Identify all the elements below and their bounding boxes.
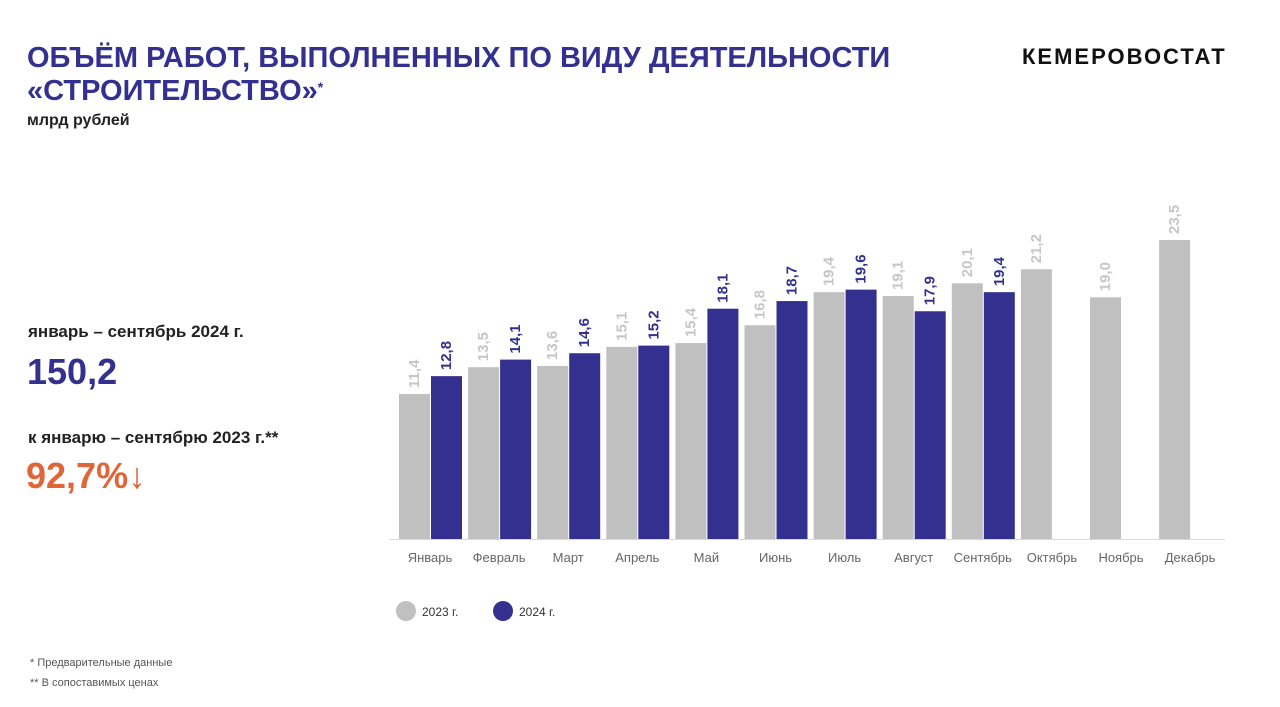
legend-label: 2023 г. <box>422 605 458 619</box>
period-label: январь – сентябрь 2024 г. <box>28 322 244 341</box>
bar <box>569 353 601 539</box>
x-tick-label: Май <box>694 550 719 565</box>
bar <box>882 295 914 539</box>
brand: КЕМЕРОВОСТАТ <box>1022 44 1227 69</box>
title-line: «СТРОИТЕЛЬСТВО» <box>27 75 318 107</box>
value-label: 15,1 <box>613 312 630 341</box>
value-label: 14,6 <box>576 318 593 347</box>
bar <box>707 308 739 539</box>
bar <box>1090 297 1121 539</box>
value-label: 19,4 <box>821 256 838 286</box>
change-percent: 92,7% <box>26 455 129 496</box>
x-tick-label: Декабрь <box>1165 550 1216 565</box>
value-label: 23,5 <box>1166 205 1183 234</box>
x-tick-label: Апрель <box>615 550 659 565</box>
x-tick-label: Февраль <box>473 550 526 565</box>
value-label: 15,4 <box>682 307 699 337</box>
bar <box>1020 269 1052 539</box>
total-value: 150,2 <box>27 351 118 392</box>
x-tick-label: Август <box>894 550 933 565</box>
bar <box>845 289 877 539</box>
bar <box>983 292 1015 539</box>
bar <box>744 325 776 539</box>
comparison-label: к январю – сентябрю 2023 г.** <box>28 428 279 447</box>
legend-label: 2024 г. <box>519 605 555 619</box>
title-line: ОБЪЁМ РАБОТ, ВЫПОЛНЕННЫХ ПО ВИДУ ДЕЯТЕЛЬ… <box>27 42 891 74</box>
footnote: * Предварительные данные <box>30 657 173 669</box>
value-label: 11,4 <box>406 359 423 388</box>
bar <box>431 376 462 539</box>
bar <box>951 283 983 539</box>
bar <box>606 346 638 539</box>
value-label: 13,5 <box>475 332 492 361</box>
x-tick-label: Июль <box>828 550 861 565</box>
value-label: 15,2 <box>645 310 662 339</box>
x-tick-label: Июнь <box>759 550 792 565</box>
legend-swatch <box>396 601 416 621</box>
subtitle: млрд рублей <box>27 112 130 129</box>
bar <box>675 343 707 539</box>
bar <box>914 311 946 539</box>
change-value: 92,7%↓ <box>26 455 146 497</box>
bar <box>468 367 500 539</box>
value-label: 21,2 <box>1028 234 1045 263</box>
bar <box>399 393 430 539</box>
x-tick-label: Март <box>553 550 584 565</box>
value-label: 18,1 <box>714 274 731 303</box>
value-label: 18,7 <box>784 266 801 295</box>
title-note: * <box>317 79 324 95</box>
title: ОБЪЁМ РАБОТ, ВЫПОЛНЕННЫХ ПО ВИДУ ДЕЯТЕЛЬ… <box>27 42 890 108</box>
footnote: ** В сопоставимых ценах <box>30 677 159 689</box>
value-label: 12,8 <box>438 341 455 370</box>
legend-swatch <box>493 601 513 621</box>
bar <box>638 345 670 539</box>
value-label: 14,1 <box>507 324 524 353</box>
value-label: 16,8 <box>752 290 769 319</box>
value-label: 13,6 <box>544 331 561 360</box>
value-label: 17,9 <box>922 276 939 305</box>
x-tick-label: Ноябрь <box>1098 550 1143 565</box>
x-tick-label: Январь <box>408 550 453 565</box>
x-tick-label: Октябрь <box>1027 550 1078 565</box>
bar <box>537 365 569 539</box>
bar <box>500 359 532 539</box>
value-label: 19,0 <box>1097 262 1114 291</box>
bar <box>1159 240 1191 539</box>
value-label: 20,1 <box>959 248 976 277</box>
value-label: 19,6 <box>853 254 870 283</box>
bar <box>776 301 808 539</box>
bar <box>813 292 845 539</box>
value-label: 19,1 <box>890 261 907 290</box>
value-label: 19,4 <box>991 256 1008 286</box>
change-arrow: ↓ <box>128 455 147 496</box>
x-tick-label: Сентябрь <box>954 550 1012 565</box>
